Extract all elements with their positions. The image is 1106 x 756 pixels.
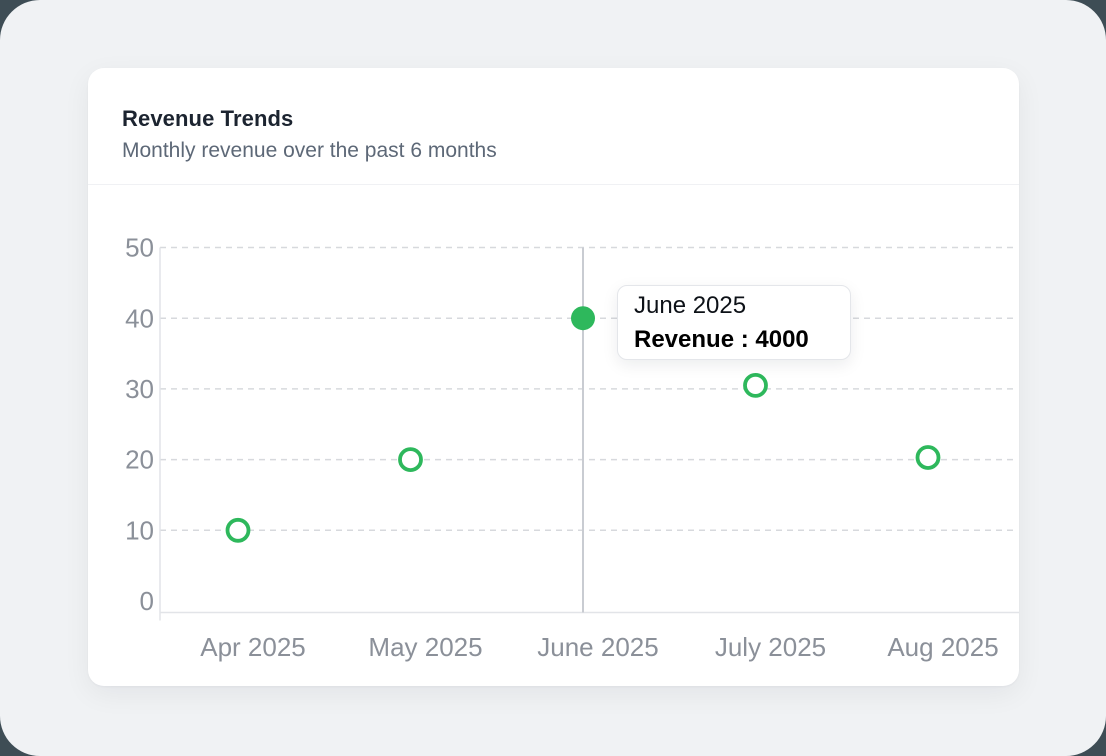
x-tick-label-apr-2025: Apr 2025 xyxy=(200,632,306,662)
active-point-june-2025[interactable] xyxy=(571,306,595,331)
tooltip-month-label: June 2025 xyxy=(634,292,747,319)
page-title: Revenue Trends xyxy=(122,106,294,131)
point-may-2025[interactable] xyxy=(398,447,423,473)
x-tick-label-july-2025: July 2025 xyxy=(715,632,826,662)
revenue-chart[interactable]: 0 10 20 30 40 50 Apr 2025 May 2025 June 2025 July… xyxy=(88,186,1019,686)
revenue-chart-svg[interactable]: 0 10 20 30 40 50 Apr 2025 May 2025 June 2025 July… xyxy=(88,186,1019,686)
y-tick-label-40: 40 xyxy=(125,303,154,333)
y-tick-label-50: 50 xyxy=(125,233,154,263)
point-aug-2025[interactable] xyxy=(915,445,941,470)
card-header: Revenue Trends Monthly revenue over the … xyxy=(88,68,1019,185)
point-apr-2025[interactable] xyxy=(225,517,251,543)
x-tick-label-aug-2025: Aug 2025 xyxy=(887,632,998,662)
point-july-2025[interactable] xyxy=(743,372,768,398)
y-tick-label-0: 0 xyxy=(140,586,154,616)
y-tick-label-30: 30 xyxy=(125,374,154,404)
y-tick-label-20: 20 xyxy=(125,445,154,475)
y-tick-label-10: 10 xyxy=(125,515,154,545)
revenue-trends-card: Revenue Trends Monthly revenue over the … xyxy=(88,68,1019,686)
tooltip-revenue-value: Revenue : 4000 xyxy=(634,326,809,353)
chart-tooltip: June 2025 Revenue : 4000 xyxy=(617,285,851,360)
page-subtitle: Monthly revenue over the past 6 months xyxy=(122,139,497,162)
x-tick-label-may-2025: May 2025 xyxy=(368,632,482,662)
x-tick-label-june-2025: June 2025 xyxy=(537,632,658,662)
